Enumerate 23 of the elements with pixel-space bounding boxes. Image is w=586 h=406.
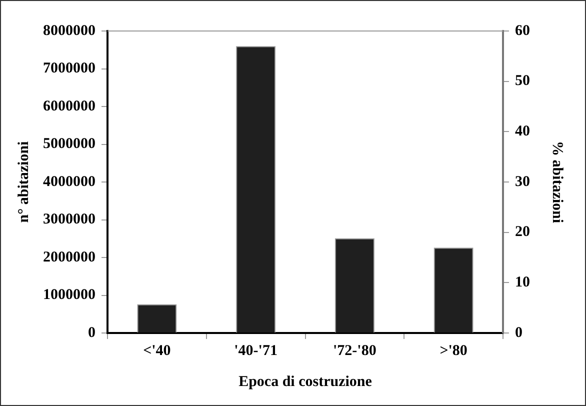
y-tick-label: 6000000 (43, 98, 96, 114)
x-tick-label: '72-'80 (333, 342, 376, 359)
y-tick-label: 7000000 (43, 60, 96, 77)
y2-tick-label: 10 (515, 274, 530, 291)
y2-tick-label: 0 (515, 324, 522, 341)
y2-tick-label: 50 (515, 73, 530, 90)
y-tick-label: 1000000 (43, 287, 96, 304)
y2-tick-label: 40 (515, 124, 530, 140)
y-tick-label: 0 (88, 324, 96, 341)
y2-tick-label: 30 (515, 174, 530, 190)
y-tick-label: 2000000 (43, 249, 96, 266)
y2-tick-label: 60 (515, 22, 530, 39)
x-tick-label: '40-'71 (234, 342, 278, 359)
y-axis-title: n° abitazioni (16, 141, 32, 223)
y-tick-label: 5000000 (43, 136, 96, 152)
y-tick-label: 8000000 (43, 22, 96, 39)
x-tick-label: <'40 (143, 342, 171, 359)
x-axis-title: Epoca di costruzione (238, 374, 372, 390)
y2-axis-title: % abitazioni (549, 140, 566, 224)
y2-tick-label: 20 (515, 224, 530, 240)
y-tick-label: 4000000 (43, 174, 96, 190)
y-tick-label: 3000000 (43, 212, 96, 228)
x-tick-label: >'80 (440, 342, 468, 359)
